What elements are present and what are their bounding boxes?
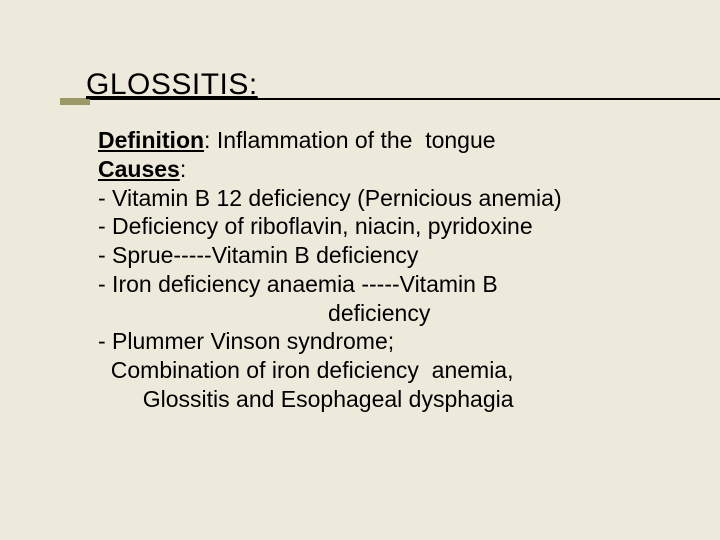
- definition-text: : Inflammation of the tongue: [204, 127, 496, 153]
- title-area: GLOSSITIS:: [86, 68, 660, 104]
- cause-line-4b: deficiency: [98, 299, 660, 328]
- causes-heading: Causes:: [98, 155, 660, 184]
- cause-line-6: Combination of iron deficiency anemia,: [98, 356, 660, 385]
- cause-line-7: Glossitis and Esophageal dysphagia: [98, 385, 660, 414]
- definition-label: Definition: [98, 127, 204, 153]
- causes-label: Causes: [98, 156, 180, 182]
- definition-line: Definition: Inflammation of the tongue: [98, 126, 660, 155]
- cause-line-3: - Sprue-----Vitamin B deficiency: [98, 241, 660, 270]
- causes-colon: :: [180, 156, 186, 182]
- cause-line-1: - Vitamin B 12 deficiency (Pernicious an…: [98, 184, 660, 213]
- slide-body: Definition: Inflammation of the tongue C…: [98, 126, 660, 414]
- slide-title: GLOSSITIS:: [86, 68, 660, 104]
- slide: GLOSSITIS: Definition: Inflammation of t…: [0, 0, 720, 540]
- cause-line-2: - Deficiency of riboflavin, niacin, pyri…: [98, 212, 660, 241]
- cause-line-5: - Plummer Vinson syndrome;: [98, 327, 660, 356]
- cause-line-4: - Iron deficiency anaemia -----Vitamin B: [98, 270, 660, 299]
